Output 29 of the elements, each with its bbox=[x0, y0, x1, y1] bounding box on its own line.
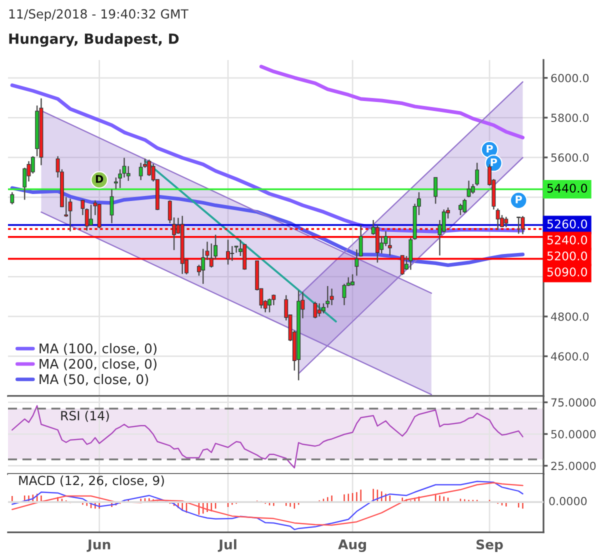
y-tick-label: 50.0000 bbox=[551, 430, 596, 438]
legend-label: MA (100, close, 0) bbox=[40, 343, 156, 355]
y-tick-label: 75.0000 bbox=[551, 398, 596, 407]
chart-title: MACD (12, 26, close, 9) bbox=[19, 476, 164, 487]
y-tick-label: 5600.0 bbox=[551, 153, 589, 162]
y-tick-label: 4600.0 bbox=[550, 352, 589, 361]
annotation: D bbox=[96, 175, 104, 183]
y-tick-label: 5800.0 bbox=[551, 114, 589, 122]
legend-label: MA (200, close, 0) bbox=[40, 358, 156, 370]
y-tick-label: 4800.0 bbox=[550, 312, 589, 321]
x-tick-label: Jul bbox=[218, 539, 236, 552]
chart-title: Hungary, Budapest, D bbox=[9, 33, 179, 47]
ref-line-label: 0.0000 bbox=[549, 496, 587, 506]
x-tick-label: Sep bbox=[476, 539, 503, 552]
annotation: P bbox=[516, 196, 522, 204]
y-tick-label: 6000.0 bbox=[551, 74, 589, 82]
annotation: P bbox=[490, 158, 498, 166]
ref-line-label: 5260.0 bbox=[547, 220, 588, 228]
y-tick-label: 25.0000 bbox=[551, 462, 596, 470]
annotation: P bbox=[486, 144, 493, 153]
text: RSI (14) bbox=[61, 410, 109, 422]
ref-line-label: 5440.0 bbox=[547, 184, 588, 193]
x-tick-label: Aug bbox=[338, 540, 366, 552]
ref-line-label: 5240.0 bbox=[547, 236, 588, 244]
x-tick-label: Jun bbox=[86, 540, 110, 552]
text: 11/Sep/2018 - 19:40:32 GMT bbox=[9, 9, 188, 22]
ref-line-label: 5200.0 bbox=[547, 252, 588, 260]
ref-line-label: 5090.0 bbox=[547, 268, 588, 276]
legend-label: MA (50, close, 0) bbox=[40, 374, 148, 386]
